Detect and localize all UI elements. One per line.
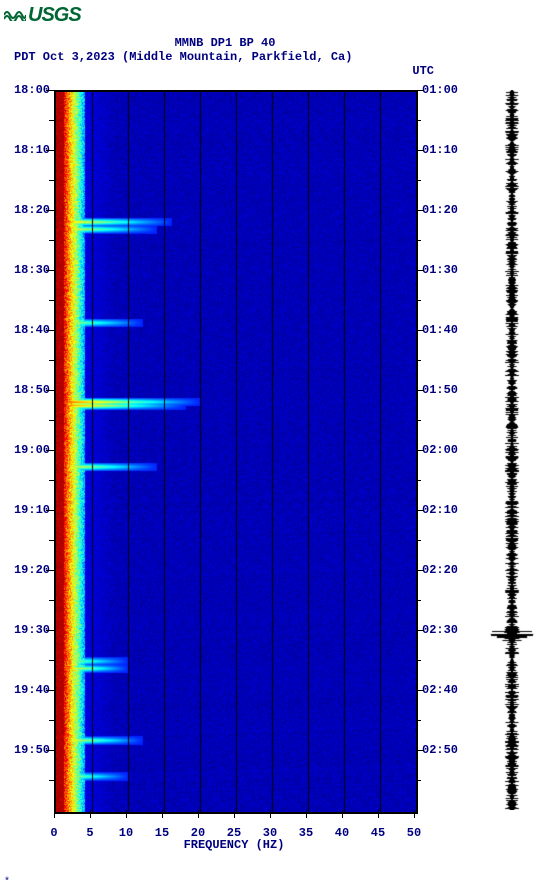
spectrogram-canvas [56, 92, 416, 812]
y-left-tick-label: 18:50 [14, 383, 50, 397]
y-right-tick-label: 02:10 [422, 503, 458, 517]
y-left-tick-label: 19:00 [14, 443, 50, 457]
y-left-tick-label: 18:30 [14, 263, 50, 277]
y-left-tick-label: 18:00 [14, 83, 50, 97]
y-left-tick-label: 19:10 [14, 503, 50, 517]
y-right-tick-label: 01:00 [422, 83, 458, 97]
y-right-tick-label: 02:40 [422, 683, 458, 697]
y-left-tick-label: 19:50 [14, 743, 50, 757]
footer-mark: * [4, 877, 10, 888]
y-left-tick-label: 18:20 [14, 203, 50, 217]
x-axis-label: FREQUENCY (HZ) [54, 838, 414, 852]
y-left-tick-label: 19:20 [14, 563, 50, 577]
y-right-tick-label: 01:10 [422, 143, 458, 157]
usgs-text: USGS [28, 4, 81, 26]
waveform-canvas [484, 90, 540, 810]
y-axis-right-utc: 01:0001:1001:2001:3001:4001:5002:0002:10… [416, 90, 476, 810]
plot-title: MMNB DP1 BP 40 [10, 36, 440, 50]
plot-subtitle: PDT Oct 3,2023 (Middle Mountain, Parkfie… [14, 50, 552, 64]
title-block: MMNB DP1 BP 40 PDT Oct 3,2023 (Middle Mo… [0, 36, 552, 64]
y-right-tick-label: 01:40 [422, 323, 458, 337]
subtitle-left: PDT Oct 3,2023 (Middle Mountain, Parkfie… [14, 50, 352, 64]
tz-right-label: UTC [412, 64, 434, 78]
y-left-tick-label: 19:40 [14, 683, 50, 697]
y-right-tick-label: 02:00 [422, 443, 458, 457]
y-left-tick-label: 19:30 [14, 623, 50, 637]
y-right-tick-label: 01:50 [422, 383, 458, 397]
waveform-panel [484, 90, 540, 810]
y-right-tick-label: 01:20 [422, 203, 458, 217]
usgs-wave-icon [4, 4, 26, 27]
y-right-tick-label: 02:20 [422, 563, 458, 577]
y-right-tick-label: 02:30 [422, 623, 458, 637]
y-right-tick-label: 01:30 [422, 263, 458, 277]
y-left-tick-label: 18:40 [14, 323, 50, 337]
usgs-logo: USGS [4, 4, 81, 27]
spectrogram-plot [54, 90, 418, 814]
y-left-tick-label: 18:10 [14, 143, 50, 157]
y-right-tick-label: 02:50 [422, 743, 458, 757]
